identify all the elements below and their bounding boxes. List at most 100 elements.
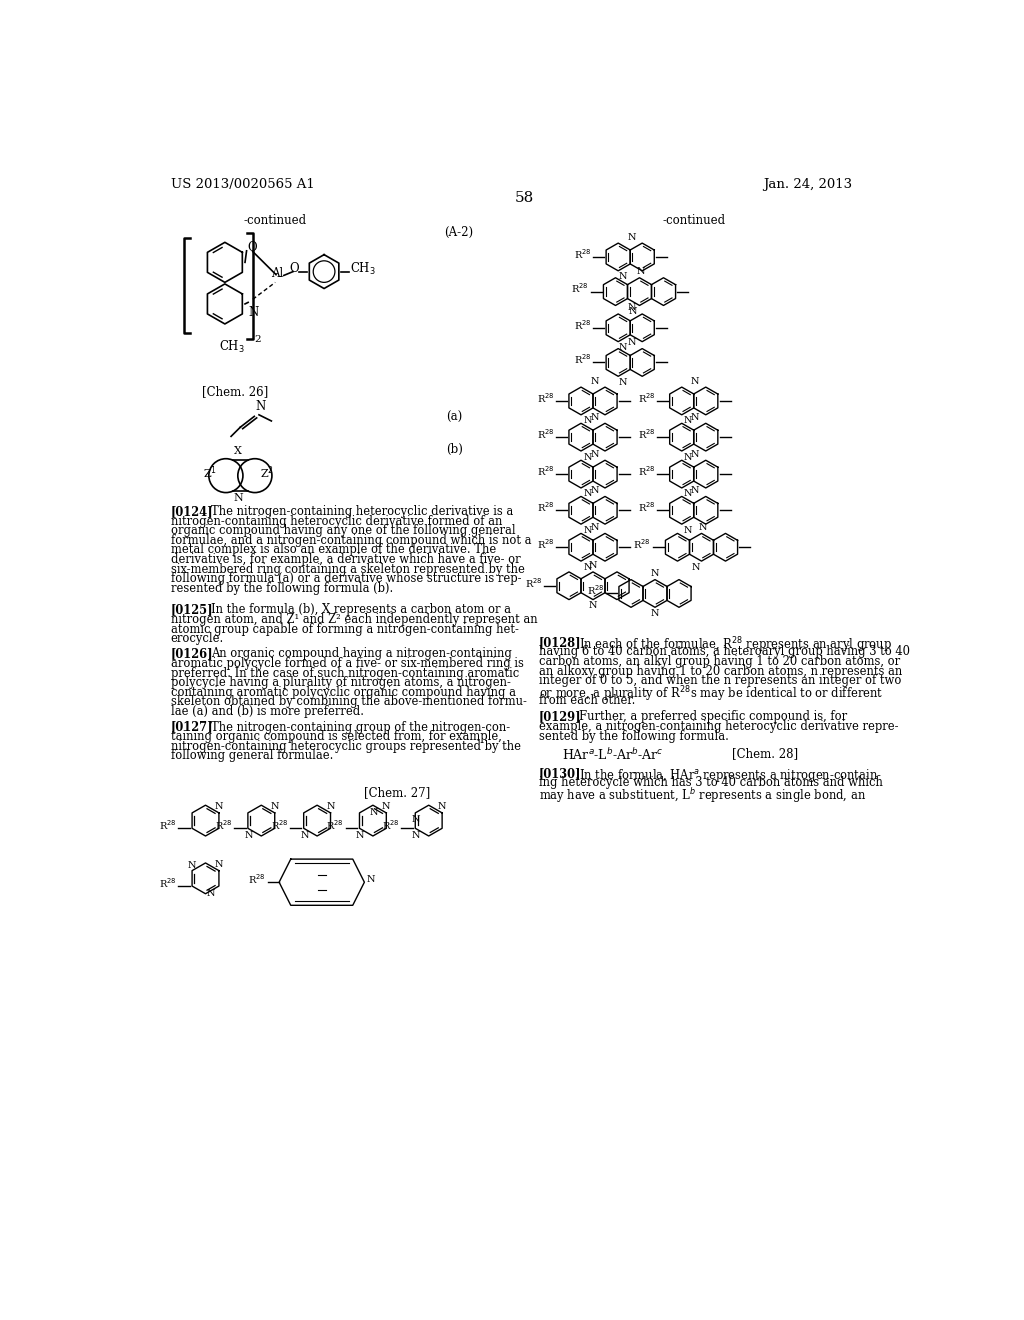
- Text: R$^{28}$: R$^{28}$: [537, 537, 555, 550]
- Text: (b): (b): [445, 444, 463, 457]
- Text: skeleton obtained by combining the above-mentioned formu-: skeleton obtained by combining the above…: [171, 696, 526, 709]
- Text: having 6 to 40 carbon atoms, a heteroaryl group having 3 to 40: having 6 to 40 carbon atoms, a heteroary…: [539, 645, 909, 659]
- Text: lae (a) and (b) is more preferred.: lae (a) and (b) is more preferred.: [171, 705, 364, 718]
- Text: N: N: [584, 416, 592, 425]
- Text: (A-2): (A-2): [444, 226, 473, 239]
- Text: R$^{28}$: R$^{28}$: [638, 428, 655, 441]
- Text: N: N: [215, 803, 223, 812]
- Text: [Chem. 27]: [Chem. 27]: [364, 785, 430, 799]
- Text: R$^{28}$: R$^{28}$: [638, 465, 655, 478]
- Text: an alkoxy group having 1 to 20 carbon atoms, n represents an: an alkoxy group having 1 to 20 carbon at…: [539, 665, 902, 677]
- Text: N: N: [590, 523, 599, 532]
- Text: metal complex is also an example of the derivative. The: metal complex is also an example of the …: [171, 544, 496, 557]
- Text: from each other.: from each other.: [539, 693, 635, 706]
- Text: R$^{28}$: R$^{28}$: [215, 818, 232, 832]
- Text: N: N: [233, 494, 243, 503]
- Text: N: N: [628, 338, 636, 347]
- Text: taining organic compound is selected from, for example,: taining organic compound is selected fro…: [171, 730, 502, 743]
- Text: N: N: [370, 808, 378, 817]
- Text: N: N: [637, 267, 645, 276]
- Text: [0129]: [0129]: [539, 710, 582, 723]
- Text: N: N: [187, 861, 197, 870]
- Text: (a): (a): [445, 411, 462, 424]
- Text: N: N: [382, 803, 390, 812]
- Text: nitrogen atom, and Z¹ and Z² each independently represent an: nitrogen atom, and Z¹ and Z² each indepe…: [171, 612, 538, 626]
- Text: N: N: [207, 890, 215, 898]
- Text: R$^{28}$: R$^{28}$: [537, 428, 555, 441]
- Text: sented by the following formula.: sented by the following formula.: [539, 730, 729, 743]
- Text: In the formula, HAr$^a$ represents a nitrogen-contain-: In the formula, HAr$^a$ represents a nit…: [579, 767, 882, 784]
- Text: Z$^1$: Z$^1$: [204, 465, 217, 480]
- Text: O: O: [290, 261, 299, 275]
- Text: N: N: [590, 413, 599, 422]
- Text: N: N: [270, 803, 279, 812]
- Text: aromatic polycycle formed of a five- or six-membered ring is: aromatic polycycle formed of a five- or …: [171, 657, 523, 671]
- Text: Jan. 24, 2013: Jan. 24, 2013: [764, 178, 853, 190]
- Text: N: N: [412, 816, 420, 824]
- Text: N: N: [356, 830, 365, 840]
- Text: N: N: [300, 830, 308, 840]
- Text: N: N: [438, 803, 446, 812]
- Text: R$^{28}$: R$^{28}$: [574, 352, 592, 366]
- Text: N: N: [691, 450, 699, 459]
- Text: [0127]: [0127]: [171, 721, 213, 734]
- Text: R$^{28}$: R$^{28}$: [327, 818, 344, 832]
- Text: R$^{28}$: R$^{28}$: [537, 465, 555, 478]
- Text: N: N: [618, 272, 628, 281]
- Text: containing aromatic polycyclic organic compound having a: containing aromatic polycyclic organic c…: [171, 686, 516, 698]
- Text: [0130]: [0130]: [539, 767, 582, 780]
- Text: atomic group capable of forming a nitrogen-containing het-: atomic group capable of forming a nitrog…: [171, 623, 518, 636]
- Text: N: N: [629, 308, 637, 315]
- Text: N: N: [691, 413, 699, 422]
- Text: N: N: [215, 861, 223, 869]
- Text: N: N: [691, 562, 700, 572]
- Text: example, a nitrogen-containing heterocyclic derivative repre-: example, a nitrogen-containing heterocyc…: [539, 721, 898, 733]
- Text: N: N: [618, 378, 628, 387]
- Text: CH$_3$: CH$_3$: [349, 260, 376, 277]
- Text: N: N: [684, 525, 692, 535]
- Text: R$^{28}$: R$^{28}$: [248, 873, 266, 886]
- Text: N: N: [327, 803, 335, 812]
- Text: HAr$^a$-L$^b$-Ar$^b$-Ar$^c$: HAr$^a$-L$^b$-Ar$^b$-Ar$^c$: [562, 747, 664, 763]
- Text: In the formula (b), X represents a carbon atom or a: In the formula (b), X represents a carbo…: [211, 603, 511, 616]
- Text: nitrogen-containing heterocyclic derivative formed of an: nitrogen-containing heterocyclic derivat…: [171, 515, 502, 528]
- Text: N: N: [584, 490, 592, 499]
- Text: organic compound having any one of the following general: organic compound having any one of the f…: [171, 524, 515, 537]
- Text: R$^{28}$: R$^{28}$: [537, 500, 555, 513]
- Text: R$^{28}$: R$^{28}$: [159, 876, 176, 890]
- Text: erocycle.: erocycle.: [171, 632, 224, 645]
- Text: [0124]: [0124]: [171, 506, 213, 517]
- Text: R$^{28}$: R$^{28}$: [525, 576, 543, 590]
- Text: six-membered ring containing a skeleton represented by the: six-membered ring containing a skeleton …: [171, 562, 524, 576]
- Text: N: N: [590, 376, 599, 385]
- Text: N: N: [248, 306, 258, 319]
- Text: N: N: [255, 400, 265, 412]
- Text: N: N: [584, 453, 592, 462]
- Text: N: N: [590, 450, 599, 459]
- Text: N: N: [412, 830, 420, 840]
- Text: or more, a plurality of R$^{28}$s may be identical to or different: or more, a plurality of R$^{28}$s may be…: [539, 684, 884, 704]
- Text: CH$_3$: CH$_3$: [219, 339, 245, 355]
- Text: ing heterocycle which has 3 to 40 carbon atoms and which: ing heterocycle which has 3 to 40 carbon…: [539, 776, 883, 789]
- Text: N: N: [691, 486, 699, 495]
- Text: [0125]: [0125]: [171, 603, 213, 616]
- Text: derivative is, for example, a derivative which have a five- or: derivative is, for example, a derivative…: [171, 553, 520, 566]
- Text: N: N: [245, 830, 253, 840]
- Text: 2: 2: [254, 335, 261, 345]
- Text: R$^{28}$: R$^{28}$: [159, 818, 176, 832]
- Text: N: N: [628, 304, 636, 313]
- Text: [0126]: [0126]: [171, 647, 213, 660]
- Text: N: N: [590, 486, 599, 495]
- Text: N: N: [650, 569, 659, 578]
- Text: following formula (a) or a derivative whose structure is rep-: following formula (a) or a derivative wh…: [171, 573, 521, 585]
- Text: N: N: [684, 490, 692, 499]
- Text: N: N: [589, 601, 597, 610]
- Text: O: O: [248, 242, 257, 255]
- Text: resented by the following formula (b).: resented by the following formula (b).: [171, 582, 393, 595]
- Text: nitrogen-containing heterocyclic groups represented by the: nitrogen-containing heterocyclic groups …: [171, 739, 520, 752]
- Text: In each of the formulae, R$^{28}$ represents an aryl group: In each of the formulae, R$^{28}$ repres…: [579, 636, 892, 656]
- Text: may have a substituent, L$^b$ represents a single bond, an: may have a substituent, L$^b$ represents…: [539, 785, 866, 805]
- Text: R$^{28}$: R$^{28}$: [571, 281, 589, 296]
- Text: N: N: [584, 562, 592, 572]
- Text: R$^{28}$: R$^{28}$: [574, 318, 592, 331]
